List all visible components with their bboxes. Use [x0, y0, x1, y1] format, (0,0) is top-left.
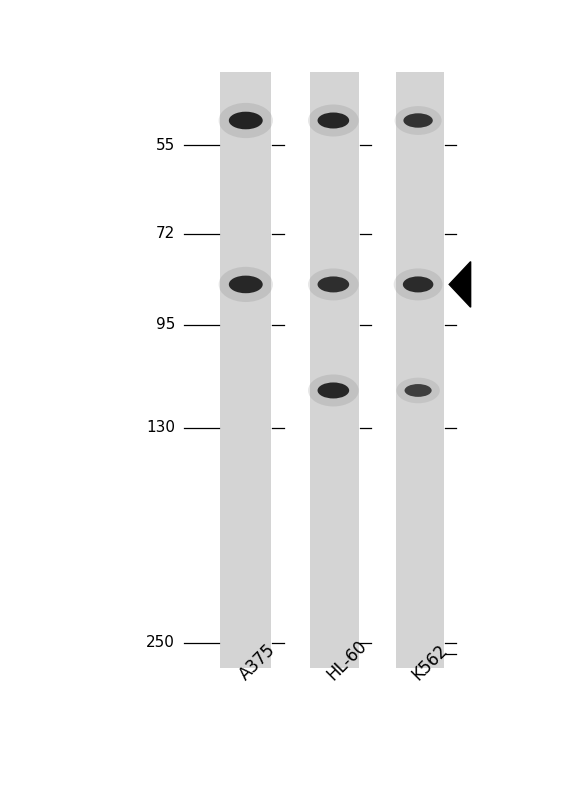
Ellipse shape	[219, 103, 273, 138]
Ellipse shape	[318, 277, 349, 293]
Ellipse shape	[397, 378, 440, 403]
Text: 72: 72	[156, 226, 175, 242]
Text: 55: 55	[156, 138, 175, 153]
Text: K562: K562	[408, 642, 451, 684]
Ellipse shape	[394, 106, 442, 135]
Ellipse shape	[403, 277, 433, 293]
Ellipse shape	[405, 384, 432, 397]
Ellipse shape	[403, 114, 433, 128]
Ellipse shape	[318, 113, 349, 129]
Ellipse shape	[308, 269, 359, 301]
Text: A375: A375	[236, 641, 279, 684]
Ellipse shape	[219, 267, 273, 302]
Bar	[396, 72, 444, 668]
Bar	[220, 72, 271, 668]
Ellipse shape	[229, 112, 263, 130]
Ellipse shape	[394, 269, 442, 301]
Text: 250: 250	[146, 635, 175, 650]
Ellipse shape	[308, 374, 359, 406]
Text: 130: 130	[146, 420, 175, 435]
Text: 95: 95	[156, 318, 175, 332]
Text: HL-60: HL-60	[323, 637, 371, 684]
Ellipse shape	[229, 276, 263, 294]
Ellipse shape	[318, 382, 349, 398]
Ellipse shape	[308, 105, 359, 137]
Bar	[310, 72, 359, 668]
Polygon shape	[449, 262, 471, 307]
